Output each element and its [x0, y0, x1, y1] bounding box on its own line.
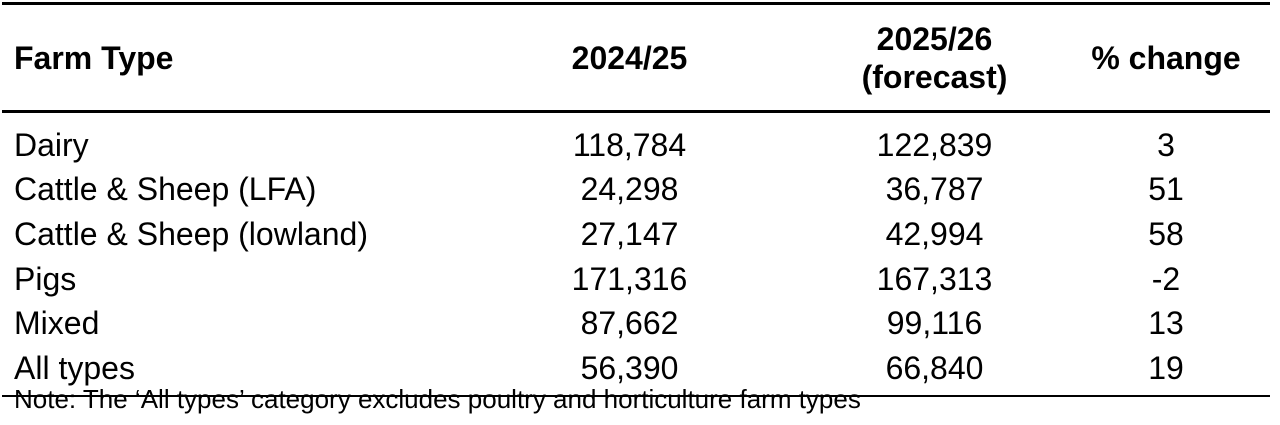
cell-farm-type: Pigs: [14, 260, 77, 297]
cell-2024-25: 56,390: [580, 349, 679, 386]
cell-farm-type: Dairy: [14, 126, 89, 163]
table-header-row: Farm Type 2024/25 2025/26 (forecast) % c…: [2, 5, 1270, 110]
table-row: Cattle & Sheep (lowland) 27,147 42,994 5…: [2, 212, 1270, 257]
cell-2025-26: 99,116: [886, 305, 983, 342]
table-row: Cattle & Sheep (LFA) 24,298 36,787 51: [2, 168, 1270, 213]
table-header-rule: [2, 110, 1270, 113]
table-body: Dairy 118,784 122,839 3 Cattle & Sheep (…: [2, 113, 1270, 395]
cell-2024-25: 24,298: [580, 171, 679, 208]
header-farm-type: Farm Type: [14, 39, 174, 76]
table-row: Mixed 87,662 99,116 13: [2, 301, 1270, 346]
cell-farm-type: All types: [14, 349, 135, 386]
cell-2024-25: 87,662: [580, 305, 679, 342]
cell-2025-26: 42,994: [885, 215, 984, 252]
table-row: All types 56,390 66,840 19: [2, 346, 1270, 391]
farm-income-table: Farm Type 2024/25 2025/26 (forecast) % c…: [2, 2, 1270, 397]
table-row: Dairy 118,784 122,839 3: [2, 123, 1270, 168]
cell-farm-type: Cattle & Sheep (LFA): [14, 171, 317, 208]
cell-percent-change: -2: [1151, 260, 1181, 297]
cell-2024-25: 118,784: [572, 126, 687, 163]
cell-2024-25: 27,147: [580, 215, 679, 252]
cell-farm-type: Cattle & Sheep (lowland): [14, 215, 368, 252]
table-note: Note: The ‘All types’ category excludes …: [14, 384, 861, 414]
cell-percent-change: 51: [1148, 171, 1184, 208]
cell-percent-change: 13: [1148, 305, 1184, 342]
header-2025-26-line1: 2025/26: [876, 20, 993, 57]
cell-percent-change: 58: [1148, 215, 1184, 252]
cell-2025-26: 122,839: [876, 126, 993, 163]
cell-2024-25: 171,316: [571, 260, 688, 297]
header-2025-26-line2: (forecast): [861, 58, 1008, 95]
cell-2025-26: 66,840: [885, 349, 984, 386]
table-bottom-rule: [2, 394, 1270, 397]
header-2025-26-forecast: 2025/26 (forecast): [807, 20, 1062, 96]
cell-percent-change: 19: [1148, 349, 1184, 386]
header-percent-change: % change: [1091, 39, 1241, 76]
cell-farm-type: Mixed: [14, 305, 100, 342]
cell-percent-change: 3: [1157, 126, 1175, 163]
header-2024-25: 2024/25: [571, 39, 688, 76]
table-top-rule: [2, 2, 1270, 5]
cell-2025-26: 167,313: [876, 260, 993, 297]
table-row: Pigs 171,316 167,313 -2: [2, 257, 1270, 302]
cell-2025-26: 36,787: [885, 171, 984, 208]
